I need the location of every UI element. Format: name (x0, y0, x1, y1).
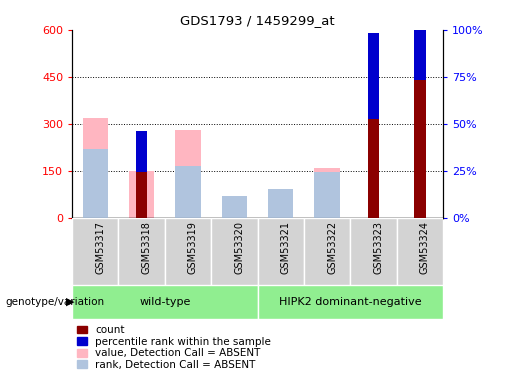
Bar (136, 172, 147, 217)
Text: GSM53317: GSM53317 (95, 221, 105, 274)
Bar (350, 217, 397, 285)
Bar (314, 172, 340, 217)
Bar (72, 285, 258, 319)
Bar (221, 214, 247, 217)
Title: GDS1793 / 1459299_at: GDS1793 / 1459299_at (180, 15, 335, 27)
Bar (314, 168, 340, 217)
Bar (258, 217, 304, 285)
Bar (258, 285, 443, 319)
Bar (175, 166, 201, 218)
Text: GSM53320: GSM53320 (234, 221, 244, 274)
Text: GSM53318: GSM53318 (142, 221, 151, 274)
Text: genotype/variation: genotype/variation (5, 297, 104, 307)
Bar (268, 210, 294, 218)
Text: GSM53324: GSM53324 (420, 221, 430, 274)
Bar (136, 131, 147, 172)
Text: GSM53322: GSM53322 (327, 221, 337, 274)
Text: wild-type: wild-type (139, 297, 191, 307)
Bar (221, 196, 247, 217)
Text: HIPK2 dominant-negative: HIPK2 dominant-negative (279, 297, 421, 307)
Text: GSM53323: GSM53323 (373, 221, 383, 274)
Bar (414, 0, 425, 80)
Bar (211, 217, 258, 285)
Text: GSM53321: GSM53321 (281, 221, 290, 274)
Bar (368, 119, 379, 218)
Bar (72, 217, 118, 285)
Bar (175, 130, 201, 218)
Text: ▶: ▶ (66, 297, 75, 307)
Bar (82, 117, 108, 218)
Legend: count, percentile rank within the sample, value, Detection Call = ABSENT, rank, : count, percentile rank within the sample… (77, 325, 271, 370)
Bar (129, 171, 154, 217)
Bar (165, 217, 211, 285)
Bar (304, 217, 350, 285)
Bar (368, 33, 379, 119)
Bar (414, 80, 425, 218)
Bar (118, 217, 165, 285)
Bar (82, 149, 108, 217)
Text: GSM53319: GSM53319 (188, 221, 198, 274)
Bar (268, 189, 294, 217)
Bar (397, 217, 443, 285)
